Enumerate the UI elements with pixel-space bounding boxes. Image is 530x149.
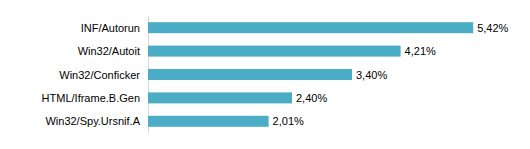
bars — [148, 22, 473, 127]
bar — [148, 69, 352, 80]
data-label: 3,40% — [356, 69, 387, 81]
data-label: 5,42% — [477, 22, 508, 34]
bar — [148, 46, 401, 57]
bar — [148, 116, 269, 127]
labels: INF/Autorun 5,42% Win32/Autoit 4,21% Win32/C… — [42, 22, 509, 128]
category-label: INF/Autorun — [81, 22, 140, 34]
data-label: 4,21% — [405, 45, 436, 57]
data-label: 2,40% — [296, 92, 327, 104]
category-label: Win32/Autoit — [78, 45, 140, 57]
category-label: Win32/Spy.Ursnif.A — [45, 115, 140, 127]
x-axis-line — [148, 133, 508, 134]
bar — [148, 22, 473, 33]
category-label: Win32/Conficker — [59, 69, 140, 81]
chart-container: INF/Autorun 5,42% Win32/Autoit 4,21% Win32/C… — [0, 0, 530, 149]
category-label: HTML/Iframe.B.Gen — [42, 92, 140, 104]
chart: INF/Autorun 5,42% Win32/Autoit 4,21% Win32/C… — [0, 0, 530, 149]
data-label: 2,01% — [273, 115, 304, 127]
bar — [148, 92, 292, 103]
